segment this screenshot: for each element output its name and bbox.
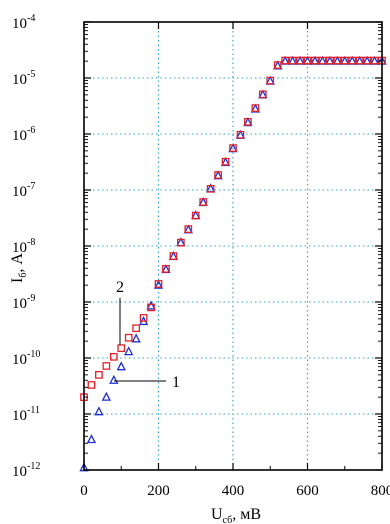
series-1-point (109, 374, 119, 384)
y-tick-label: 10-7 (12, 181, 35, 200)
series-2-point (325, 56, 334, 65)
series-2-point (206, 184, 215, 193)
series-1-point (235, 129, 246, 139)
series-2-point (258, 90, 267, 99)
series-2-point (184, 225, 193, 233)
series-1-point (86, 434, 97, 444)
x-tick-label: 400 (222, 483, 245, 499)
series-2-point (244, 117, 252, 126)
y-tick-label: 10-9 (12, 293, 35, 312)
x-tick-label: 200 (147, 483, 170, 499)
series-2-point (162, 265, 170, 273)
grid (84, 22, 382, 470)
series-2-point (370, 56, 379, 65)
series-2-point (236, 130, 245, 139)
series-1-point (198, 197, 208, 207)
y-axis-title: Iб, A (9, 253, 29, 283)
series-2-point (251, 104, 260, 112)
series-2-point (266, 76, 275, 85)
series-2-point (348, 56, 357, 65)
series-2-point (296, 56, 304, 65)
x-axis-title-sub: сб (223, 515, 233, 524)
series-2-point (109, 352, 118, 361)
series-2-point (229, 144, 237, 152)
series-2-point (117, 344, 126, 352)
series-2-point (214, 171, 222, 179)
y-tick-label: 10-6 (12, 125, 35, 144)
series-1-point (258, 89, 268, 99)
x-tick-label: 0 (80, 483, 88, 499)
series-2-point (132, 324, 140, 333)
series-2-point (87, 381, 96, 389)
x-axis-title-unit: , мВ (232, 506, 261, 523)
series-2-point (147, 303, 155, 312)
x-tick-label: 600 (296, 483, 319, 499)
y-axis-title-main: I (9, 278, 26, 283)
y-tick-label: 10-12 (12, 461, 40, 480)
y-tick-label: 10-8 (12, 237, 35, 256)
y-tick-label: 10-11 (12, 405, 40, 424)
series-1-point (153, 279, 164, 289)
series-1-point (94, 406, 104, 416)
x-axis-title-main: U (211, 506, 223, 523)
series-2-point (333, 56, 342, 65)
series-2-point (311, 56, 319, 65)
series-1 (79, 55, 387, 472)
series-2-point (199, 198, 208, 206)
tick-labels: 0 200 400 600 800 10-12 10-11 10-10 10-9 10-8 10-7… (12, 13, 390, 499)
series-1-point (265, 75, 275, 85)
series-2-point (176, 238, 185, 247)
series-1-point (101, 391, 112, 401)
annotation-1-label: 1 (172, 374, 180, 391)
series-2-point (363, 56, 371, 65)
series-1-point (124, 346, 134, 356)
series-2-point (281, 56, 290, 65)
series-1-point (250, 103, 261, 113)
series-2-point (95, 371, 103, 379)
y-axis-title-sub: б (18, 273, 29, 278)
series-2-point (355, 56, 364, 65)
series-1-point (146, 300, 156, 310)
series-2-point (318, 56, 327, 65)
series-2-point (191, 211, 200, 220)
series-2-point (154, 280, 163, 288)
series-2-point (288, 56, 297, 65)
series-2-point (139, 314, 148, 322)
y-axis-title-unit: , A (9, 253, 26, 273)
series-2-point (169, 252, 178, 260)
series-2-point (124, 333, 133, 342)
axis-ticks (83, 21, 383, 471)
y-tick-label: 10-5 (12, 69, 35, 88)
annotation-2-label: 2 (116, 279, 124, 296)
x-tick-label: 800 (371, 483, 390, 499)
plot-marks (79, 55, 387, 472)
series-2-point (340, 56, 349, 65)
x-axis-title: Uсб, мВ (211, 506, 261, 524)
series-2-point (102, 362, 111, 370)
series-2-point (221, 157, 230, 166)
series-2-point (303, 56, 312, 65)
series-2-point (273, 61, 282, 69)
series-1-point (131, 333, 141, 343)
series-1-point (116, 361, 126, 371)
y-tick-label: 10-4 (12, 13, 35, 32)
y-tick-label: 10-10 (12, 349, 40, 368)
